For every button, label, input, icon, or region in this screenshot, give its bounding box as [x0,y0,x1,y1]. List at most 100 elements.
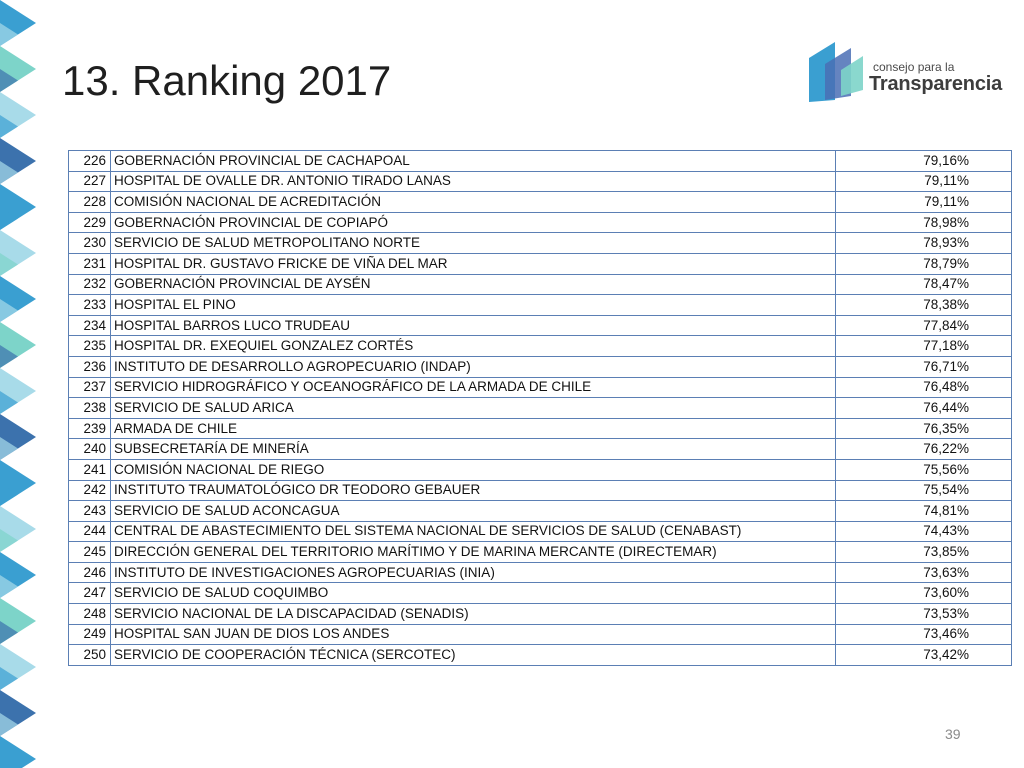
rank-cell: 250 [68,644,111,666]
institution-cell: SERVICIO DE COOPERACIÓN TÉCNICA (SERCOTE… [110,644,836,666]
table-row: 247 SERVICIO DE SALUD COQUIMBO 73,60% [68,582,1012,605]
score-cell: 76,71% [835,355,1012,378]
institution-cell: DIRECCIÓN GENERAL DEL TERRITORIO MARÍTIM… [110,541,836,563]
deco-triangle [0,115,18,138]
institution-cell: GOBERNACIÓN PROVINCIAL DE CACHAPOAL [110,150,836,172]
slide-title: 13. Ranking 2017 [62,57,392,104]
institution-cell: HOSPITAL DE OVALLE DR. ANTONIO TIRADO LA… [110,170,836,193]
table-row: 249 HOSPITAL SAN JUAN DE DIOS LOS ANDES 73… [68,623,1012,646]
institution-cell: CENTRAL DE ABASTECIMIENTO DEL SISTEMA NA… [110,520,836,543]
rank-cell: 226 [68,150,111,172]
rank-cell: 245 [68,541,111,563]
table-row: 250 SERVICIO DE COOPERACIÓN TÉCNICA (SERC… [68,644,1012,666]
institution-cell: SERVICIO DE SALUD ARICA [110,397,836,419]
deco-triangle [0,391,18,414]
deco-triangle [0,207,18,230]
page-number: 39 [945,726,961,742]
logo-line1: consejo para la [873,60,955,74]
score-cell: 77,84% [835,314,1012,337]
institution-cell: HOSPITAL EL PINO [110,294,836,316]
table-row: 236 INSTITUTO DE DESARROLLO AGROPECUARIO … [68,355,1012,378]
deco-triangle [0,161,18,184]
rank-cell: 243 [68,500,111,522]
table-row: 231 HOSPITAL DR. GUSTAVO FRICKE DE VIÑA D… [68,252,1012,275]
logo-line2: Transparencia [869,73,1003,95]
deco-triangle [0,253,18,276]
score-cell: 73,60% [835,582,1012,605]
score-cell: 76,44% [835,397,1012,419]
rank-cell: 229 [68,211,111,234]
institution-cell: COMISIÓN NACIONAL DE RIEGO [110,458,836,481]
table-row: 245 DIRECCIÓN GENERAL DEL TERRITORIO MARÍ… [68,541,1012,563]
score-cell: 78,38% [835,294,1012,316]
rank-cell: 237 [68,376,111,399]
decorative-triangle-strip [0,0,36,768]
table-row: 233 HOSPITAL EL PINO 78,38% [68,294,1012,316]
table-row: 246 INSTITUTO DE INVESTIGACIONES AGROPECU… [68,561,1012,584]
deco-triangle [0,736,36,768]
table-row: 244 CENTRAL DE ABASTECIMIENTO DEL SISTEMA… [68,520,1012,543]
score-cell: 73,63% [835,561,1012,584]
institution-cell: HOSPITAL BARROS LUCO TRUDEAU [110,314,836,337]
institution-cell: GOBERNACIÓN PROVINCIAL DE AYSÉN [110,273,836,296]
score-cell: 79,11% [835,170,1012,193]
rank-cell: 230 [68,232,111,254]
consejo-transparencia-logo: consejo para la Transparencia [805,40,1002,104]
rank-cell: 240 [68,438,111,460]
institution-cell: COMISIÓN NACIONAL DE ACREDITACIÓN [110,191,836,213]
deco-triangle [0,23,18,46]
institution-cell: SERVICIO HIDROGRÁFICO Y OCEANOGRÁFICO DE… [110,376,836,399]
institution-cell: SERVICIO DE SALUD ACONCAGUA [110,500,836,522]
rank-cell: 235 [68,335,111,357]
table-row: 226 GOBERNACIÓN PROVINCIAL DE CACHAPOAL 79… [68,150,1012,172]
rank-cell: 236 [68,355,111,378]
institution-cell: INSTITUTO TRAUMATOLÓGICO DR TEODORO GEBA… [110,479,836,502]
score-cell: 78,47% [835,273,1012,296]
ranking-table: 226 GOBERNACIÓN PROVINCIAL DE CACHAPOAL 79… [68,150,1012,666]
logo-mark-icon [809,42,863,102]
score-cell: 73,85% [835,541,1012,563]
score-cell: 77,18% [835,335,1012,357]
table-row: 239 ARMADA DE CHILE 76,35% [68,417,1012,440]
table-row: 240 SUBSECRETARÍA DE MINERÍA 76,22% [68,438,1012,460]
table-row: 229 GOBERNACIÓN PROVINCIAL DE COPIAPÓ 78,9… [68,211,1012,234]
score-cell: 78,98% [835,211,1012,234]
institution-cell: HOSPITAL DR. GUSTAVO FRICKE DE VIÑA DEL … [110,252,836,275]
ranking-table-container: 226 GOBERNACIÓN PROVINCIAL DE CACHAPOAL 79… [68,150,1012,666]
score-cell: 75,54% [835,479,1012,502]
rank-cell: 244 [68,520,111,543]
institution-cell: SERVICIO DE SALUD METROPOLITANO NORTE [110,232,836,254]
rank-cell: 234 [68,314,111,337]
deco-triangle [0,483,18,506]
table-row: 234 HOSPITAL BARROS LUCO TRUDEAU 77,84% [68,314,1012,337]
rank-cell: 241 [68,458,111,481]
score-cell: 74,43% [835,520,1012,543]
rank-cell: 248 [68,603,111,625]
rank-cell: 232 [68,273,111,296]
rank-cell: 231 [68,252,111,275]
deco-triangle [0,345,18,368]
score-cell: 74,81% [835,500,1012,522]
institution-cell: HOSPITAL DR. EXEQUIEL GONZALEZ CORTÉS [110,335,836,357]
deco-triangle [0,69,18,92]
score-cell: 76,48% [835,376,1012,399]
table-row: 241 COMISIÓN NACIONAL DE RIEGO 75,56% [68,458,1012,481]
rank-cell: 239 [68,417,111,440]
rank-cell: 228 [68,191,111,213]
score-cell: 73,42% [835,644,1012,666]
score-cell: 73,46% [835,623,1012,646]
table-row: 228 COMISIÓN NACIONAL DE ACREDITACIÓN 79,1… [68,191,1012,213]
rank-cell: 242 [68,479,111,502]
deco-triangle [0,575,18,598]
table-row: 232 GOBERNACIÓN PROVINCIAL DE AYSÉN 78,47% [68,273,1012,296]
deco-triangle [0,437,18,460]
institution-cell: ARMADA DE CHILE [110,417,836,440]
deco-triangle [0,621,18,644]
table-row: 243 SERVICIO DE SALUD ACONCAGUA 74,81% [68,500,1012,522]
table-row: 242 INSTITUTO TRAUMATOLÓGICO DR TEODORO G… [68,479,1012,502]
institution-cell: SUBSECRETARÍA DE MINERÍA [110,438,836,460]
institution-cell: INSTITUTO DE INVESTIGACIONES AGROPECUARI… [110,561,836,584]
score-cell: 79,16% [835,150,1012,172]
score-cell: 79,11% [835,191,1012,213]
rank-cell: 227 [68,170,111,193]
